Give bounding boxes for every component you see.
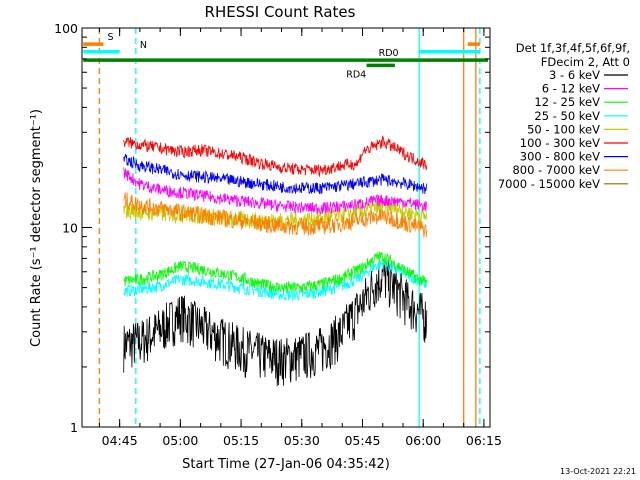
legend-title-line-1: Det 1f,3f,4f,5f,6f,9f,	[516, 41, 630, 55]
state-bar-label-s: S	[107, 32, 113, 43]
legend-label-6-12-kev: 6 - 12 keV	[542, 82, 600, 96]
y-axis: 1 10 100	[54, 21, 490, 435]
y-tick-label-1: 10	[62, 221, 78, 236]
series-line-800-7000-kev	[123, 192, 428, 238]
series-line-100-300-kev	[123, 135, 428, 178]
x-tick-label-2: 05:15	[223, 433, 259, 448]
x-tick-label-6: 06:15	[466, 433, 502, 448]
series-line-12-25-kev	[123, 251, 428, 293]
footer-timestamp: 13-Oct-2021 22:21	[560, 467, 636, 476]
legend-label-50-100-kev: 50 - 100 keV	[527, 122, 600, 136]
legend: Det 1f,3f,4f,5f,6f,9f, FDecim 2, Att 0 3…	[498, 41, 630, 191]
legend-label-300-800-kev: 300 - 800 keV	[520, 150, 600, 164]
legend-label-800-7000-kev: 800 - 7000 keV	[512, 163, 600, 177]
legend-label-3-6-kev: 3 - 6 keV	[549, 68, 600, 82]
legend-label-100-300-kev: 100 - 300 keV	[520, 136, 600, 150]
legend-label-12-25-kev: 12 - 25 keV	[534, 95, 600, 109]
chart-title: RHESSI Count Rates	[205, 3, 356, 21]
state-bar-label-n: N	[140, 40, 147, 51]
series-line-6-12-kev	[123, 167, 428, 215]
series-line-300-800-kev	[123, 153, 428, 195]
series-line-25-50-kev	[123, 259, 428, 301]
x-axis-label: Start Time (27-Jan-06 04:35:42)	[182, 457, 390, 472]
y-axis-label: Count Rate (s⁻¹ detector segment⁻¹)	[29, 109, 44, 347]
x-tick-label-3: 05:30	[284, 433, 320, 448]
x-axis: 04:45 05:00 05:15 05:30 05:45 06:00 06:15	[98, 28, 502, 448]
plot-area: S N RD0 RD4	[83, 28, 488, 427]
legend-title-line-2: FDecim 2, Att 0	[541, 55, 630, 69]
x-tick-label-4: 05:45	[344, 433, 380, 448]
state-bar-label-rd0: RD0	[379, 48, 399, 59]
y-tick-label-2: 100	[54, 21, 78, 36]
legend-label-7000-15000-kev: 7000 - 15000 keV	[498, 177, 600, 191]
y-tick-label-0: 1	[70, 420, 78, 435]
state-bar-label-rd4: RD4	[346, 69, 366, 80]
x-tick-label-0: 04:45	[102, 433, 138, 448]
series-line-3-6-kev	[123, 259, 428, 387]
x-tick-label-1: 05:00	[162, 433, 198, 448]
x-tick-label-5: 06:00	[405, 433, 441, 448]
legend-label-25-50-kev: 25 - 50 keV	[534, 109, 600, 123]
